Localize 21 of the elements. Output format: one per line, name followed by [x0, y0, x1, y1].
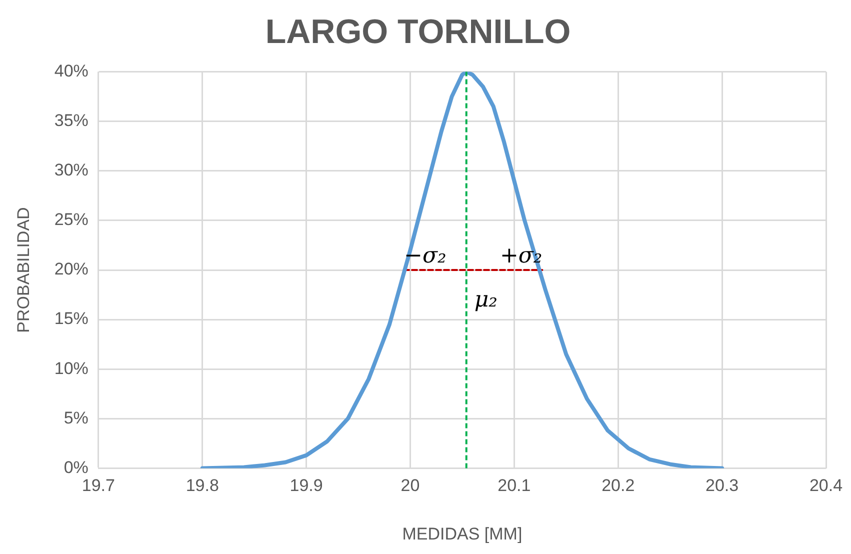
annotation: μ₂ — [474, 288, 498, 313]
y-axis-title: PROBABILIDAD — [14, 207, 33, 333]
x-axis-title: MEDIDAS [MM] — [402, 524, 522, 544]
y-tick-label: 10% — [54, 358, 88, 378]
y-tick-label: 25% — [54, 210, 88, 230]
y-tick-label: 30% — [54, 160, 88, 180]
x-tick-label: 19.7 — [82, 476, 115, 496]
chart-title: LARGO TORNILLO — [265, 12, 571, 51]
x-tick-label: 20.2 — [602, 476, 635, 496]
x-tick-label: 20.1 — [498, 476, 531, 496]
x-tick-label: 19.9 — [290, 476, 323, 496]
x-tick-label: 20.3 — [706, 476, 739, 496]
y-tick-label: 20% — [54, 260, 88, 279]
y-tick-label: 15% — [54, 309, 88, 328]
y-tick-label: 35% — [54, 111, 88, 130]
y-tick-label: 5% — [64, 408, 88, 428]
x-tick-label: 20.4 — [809, 476, 843, 496]
y-tick-label: 0% — [64, 458, 88, 477]
x-tick-label: 20 — [400, 476, 420, 496]
x-tick-label: 19.8 — [186, 476, 219, 496]
y-tick-label: 40% — [54, 61, 88, 80]
